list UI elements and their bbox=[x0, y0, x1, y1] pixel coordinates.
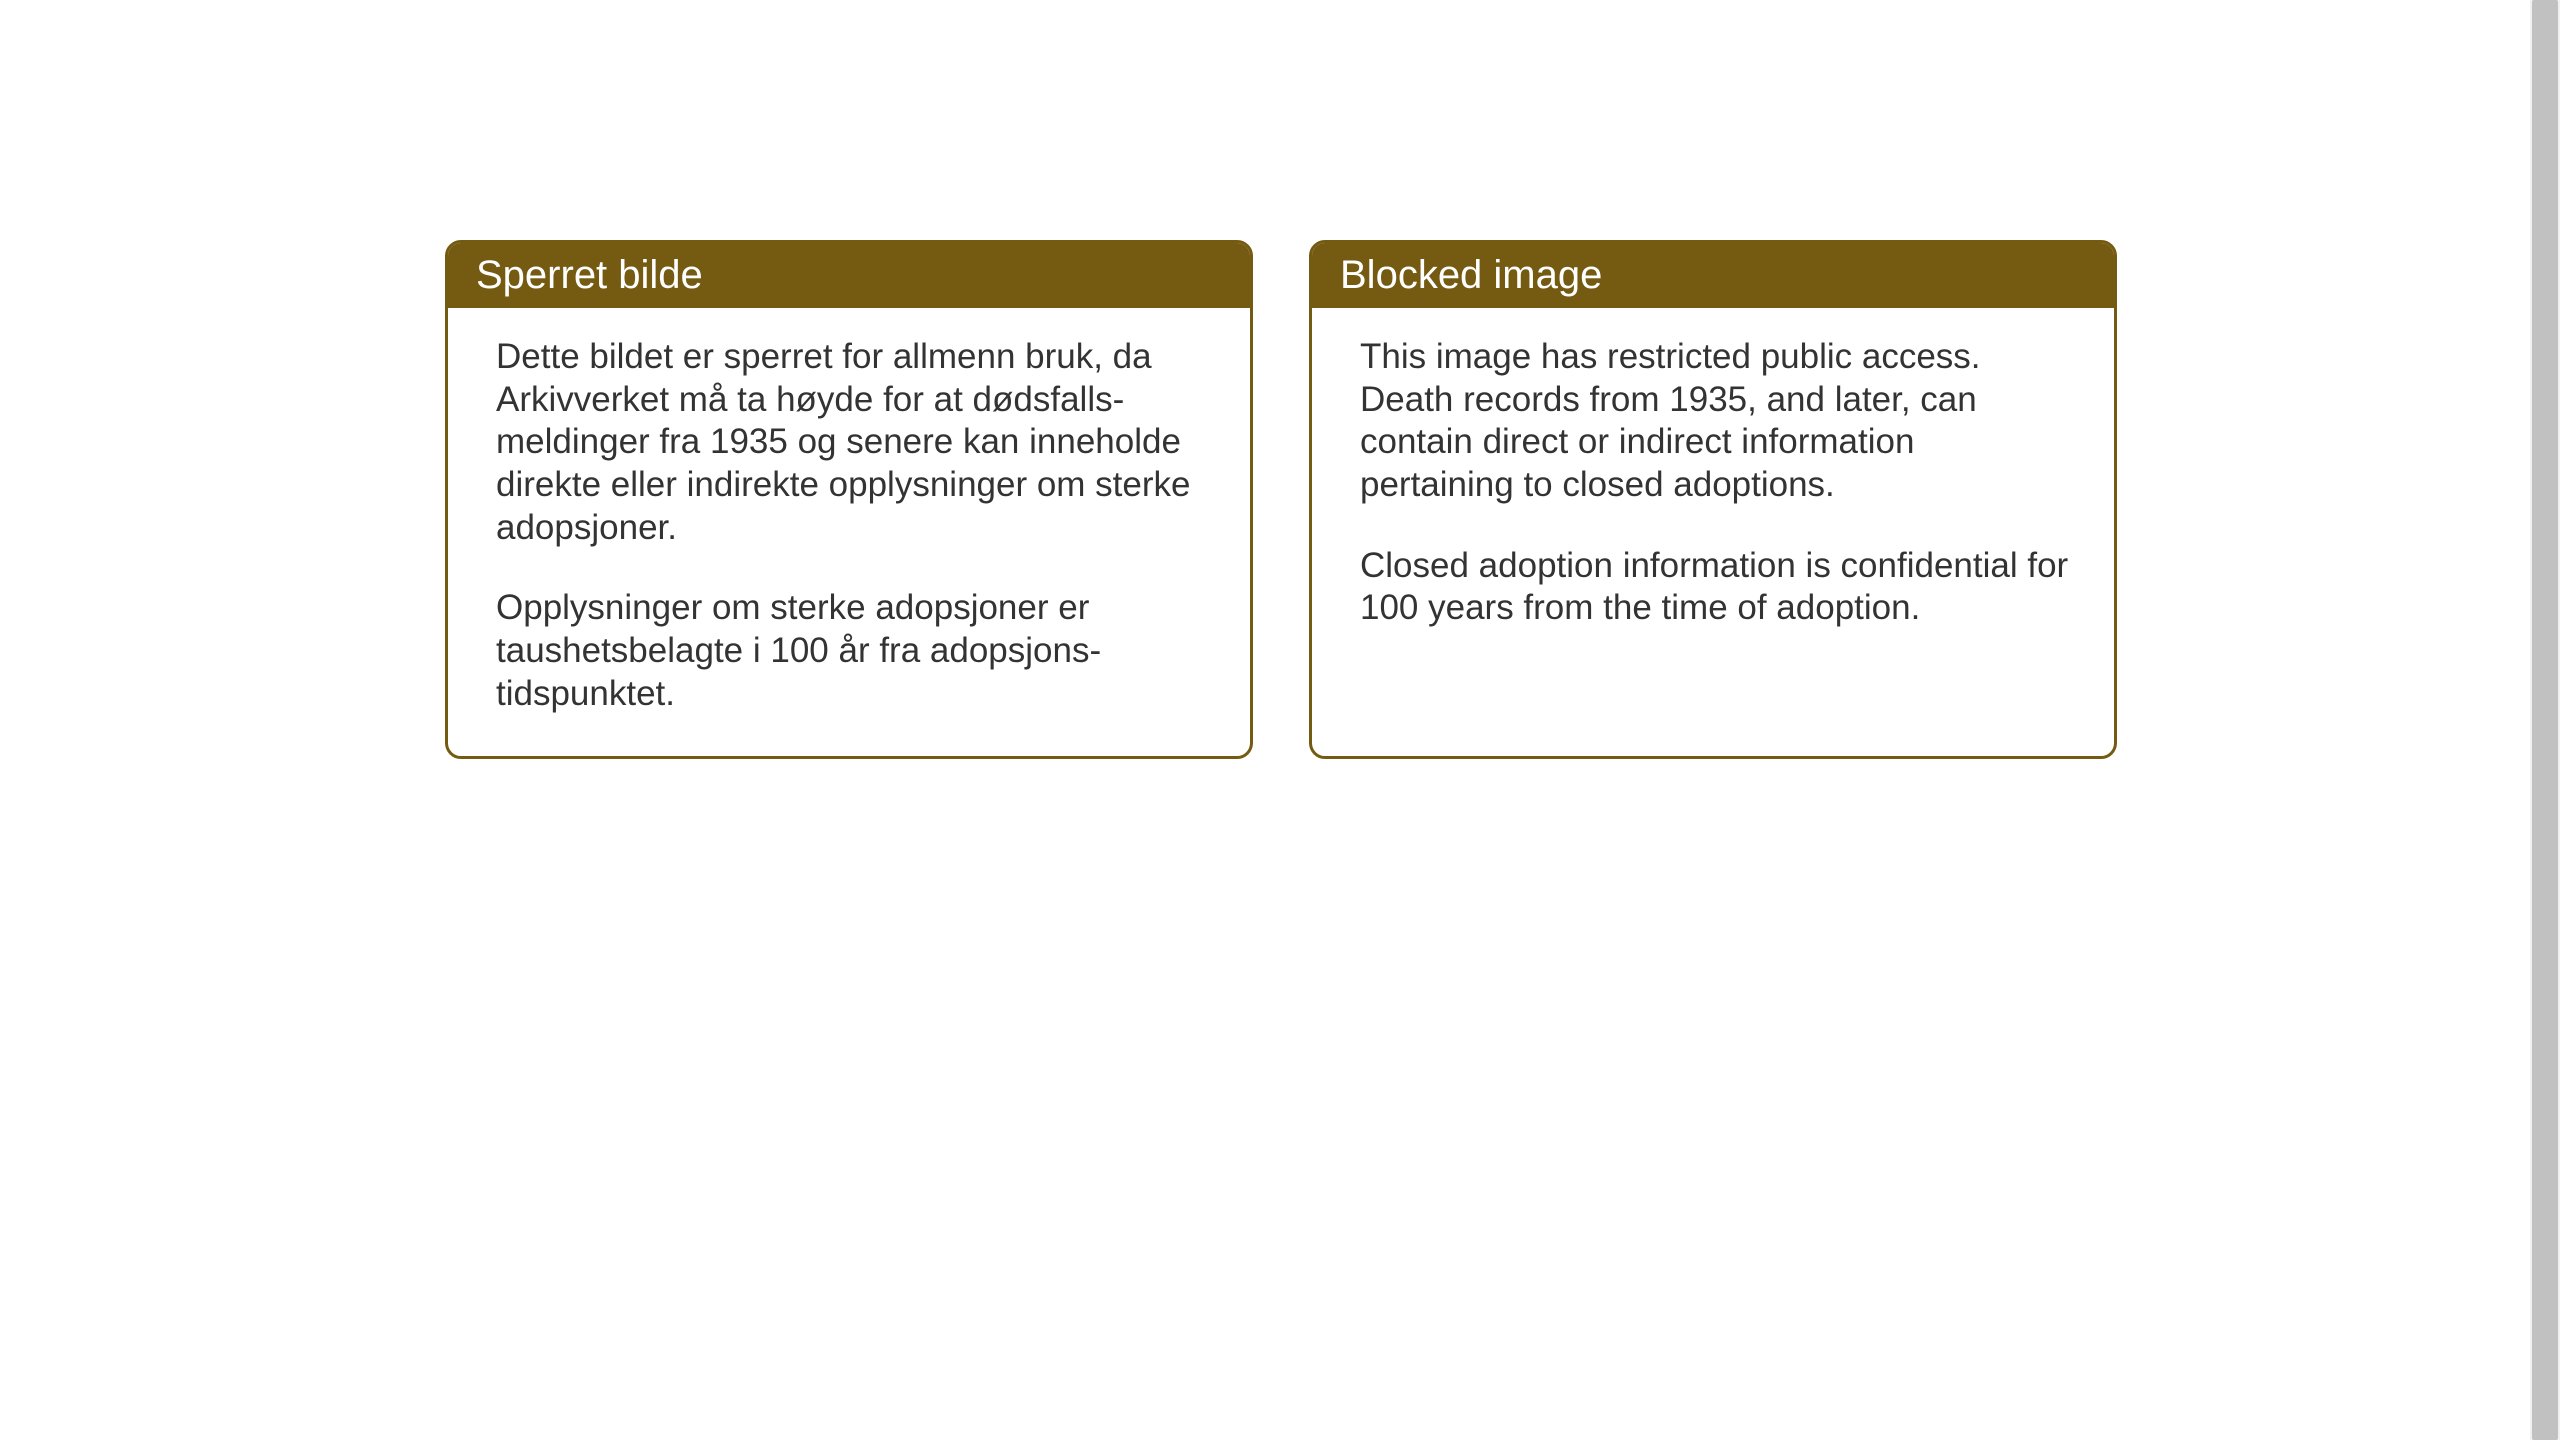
english-paragraph-1: This image has restricted public access.… bbox=[1360, 336, 2072, 507]
norwegian-notice-box: Sperret bilde Dette bildet er sperret fo… bbox=[445, 240, 1253, 759]
norwegian-notice-body: Dette bildet er sperret for allmenn bruk… bbox=[448, 308, 1250, 756]
english-paragraph-2: Closed adoption information is confident… bbox=[1360, 545, 2072, 630]
english-notice-body: This image has restricted public access.… bbox=[1312, 308, 2114, 670]
norwegian-paragraph-1: Dette bildet er sperret for allmenn bruk… bbox=[496, 336, 1208, 549]
vertical-scrollbar[interactable] bbox=[2530, 0, 2560, 1440]
scrollbar-thumb[interactable] bbox=[2532, 0, 2558, 1440]
english-notice-title: Blocked image bbox=[1312, 243, 2114, 308]
norwegian-notice-title: Sperret bilde bbox=[448, 243, 1250, 308]
norwegian-paragraph-2: Opplysninger om sterke adopsjoner er tau… bbox=[496, 587, 1208, 715]
notice-container: Sperret bilde Dette bildet er sperret fo… bbox=[445, 240, 2117, 759]
english-notice-box: Blocked image This image has restricted … bbox=[1309, 240, 2117, 759]
